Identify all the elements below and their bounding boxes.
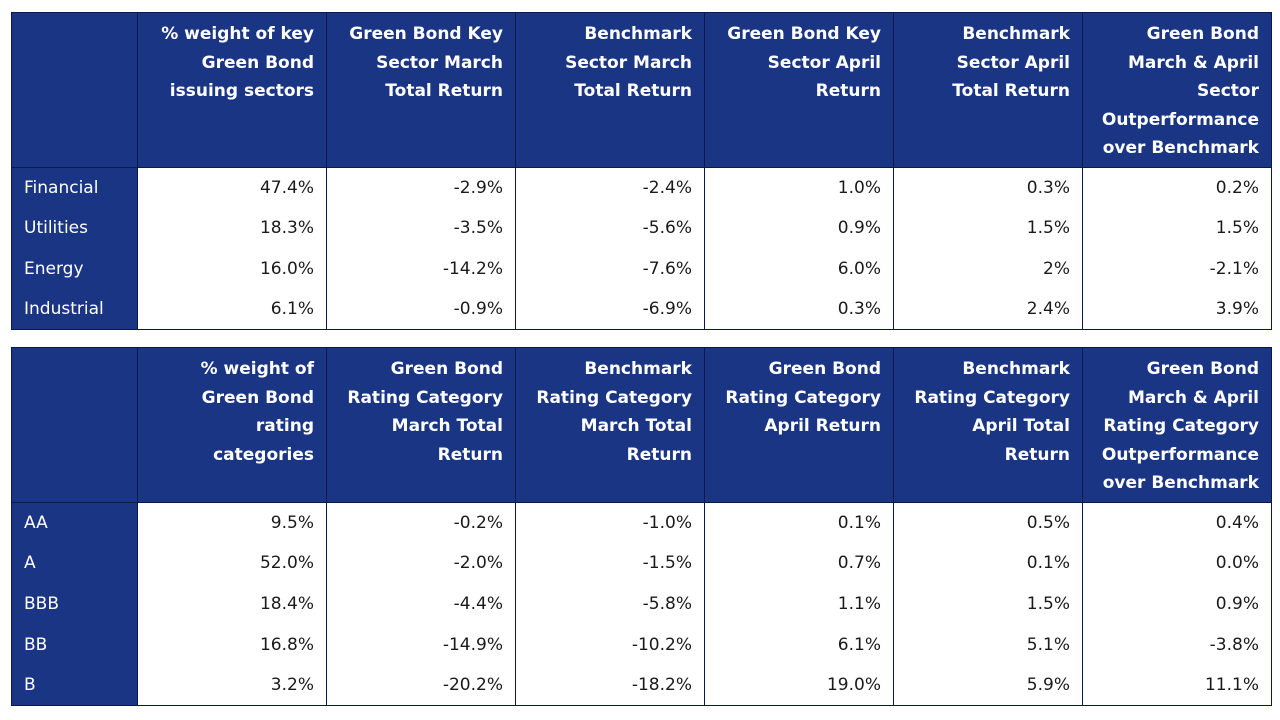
- sector-row-label: Industrial: [11, 289, 138, 330]
- table-cell: 47.4%: [137, 167, 327, 208]
- table-cell: -2.9%: [326, 167, 516, 208]
- table-cell: 1.5%: [893, 208, 1083, 249]
- sector-header-row: % weight of key Green Bond issuing secto…: [11, 12, 1272, 168]
- rating-row-label: A: [11, 543, 138, 584]
- table-cell: -6.9%: [515, 289, 705, 330]
- sector-row-label: Energy: [11, 248, 138, 289]
- table-cell: 6.1%: [704, 624, 894, 665]
- sector-column-header: Green Bond Key Sector March Total Return: [326, 12, 516, 168]
- table-cell: 2%: [893, 248, 1083, 289]
- table-cell: -10.2%: [515, 624, 705, 665]
- rating-row-label: BB: [11, 624, 138, 665]
- table-cell: 1.1%: [704, 583, 894, 625]
- rating-returns-table: % weight of Green Bond rating categories…: [11, 347, 1272, 706]
- rating-column-header: Benchmark Rating Category March Total Re…: [515, 347, 705, 503]
- table-cell: 0.5%: [893, 502, 1083, 544]
- table-cell: -0.9%: [326, 289, 516, 330]
- rating-column-header: Green Bond Rating Category March Total R…: [326, 347, 516, 503]
- table-cell: 1.5%: [1082, 208, 1272, 249]
- table-cell: 9.5%: [137, 502, 327, 544]
- table-cell: -2.4%: [515, 167, 705, 208]
- rating-row-label: BBB: [11, 583, 138, 625]
- table-cell: 0.4%: [1082, 502, 1272, 544]
- table-row: A 52.0% -2.0% -1.5% 0.7% 0.1% 0.0%: [11, 543, 1272, 584]
- table-cell: 0.3%: [893, 167, 1083, 208]
- rating-row-label: AA: [11, 502, 138, 544]
- table-cell: -5.8%: [515, 583, 705, 625]
- table-cell: -4.4%: [326, 583, 516, 625]
- sector-column-header: Green Bond Key Sector April Return: [704, 12, 894, 168]
- table-cell: -14.9%: [326, 624, 516, 665]
- table-cell: 3.2%: [137, 664, 327, 706]
- table-cell: 6.0%: [704, 248, 894, 289]
- table-cell: -5.6%: [515, 208, 705, 249]
- table-cell: 11.1%: [1082, 664, 1272, 706]
- table-cell: 1.5%: [893, 583, 1083, 625]
- table-cell: 16.8%: [137, 624, 327, 665]
- rating-header-row: % weight of Green Bond rating categories…: [11, 347, 1272, 503]
- table-row: B 3.2% -20.2% -18.2% 19.0% 5.9% 11.1%: [11, 664, 1272, 706]
- sector-column-header: Benchmark Sector April Total Return: [893, 12, 1083, 168]
- table-cell: 0.3%: [704, 289, 894, 330]
- sector-table-header: % weight of key Green Bond issuing secto…: [11, 12, 1272, 168]
- table-row: BB 16.8% -14.9% -10.2% 6.1% 5.1% -3.8%: [11, 624, 1272, 665]
- table-row: AA 9.5% -0.2% -1.0% 0.1% 0.5% 0.4%: [11, 502, 1272, 544]
- table-row: BBB 18.4% -4.4% -5.8% 1.1% 1.5% 0.9%: [11, 583, 1272, 625]
- sector-row-label: Financial: [11, 167, 138, 208]
- table-cell: 0.1%: [893, 543, 1083, 584]
- rating-column-header: % weight of Green Bond rating categories: [137, 347, 327, 503]
- table-cell: -3.8%: [1082, 624, 1272, 665]
- rating-column-header: Green Bond Rating Category April Return: [704, 347, 894, 503]
- table-cell: 5.9%: [893, 664, 1083, 706]
- rating-table-body: AA 9.5% -0.2% -1.0% 0.1% 0.5% 0.4% A 52.0% -2.0% -…: [11, 502, 1272, 706]
- table-row: Industrial 6.1% -0.9% -6.9% 0.3% 2.4% 3.9%: [11, 289, 1272, 330]
- table-cell: 0.7%: [704, 543, 894, 584]
- sector-returns-table: % weight of key Green Bond issuing secto…: [11, 12, 1272, 330]
- table-cell: -2.1%: [1082, 248, 1272, 289]
- table-cell: 2.4%: [893, 289, 1083, 330]
- sector-row-label: Utilities: [11, 208, 138, 249]
- table-cell: 0.2%: [1082, 167, 1272, 208]
- sector-column-header: Green Bond March & April Sector Outperfo…: [1082, 12, 1272, 168]
- table-cell: -2.0%: [326, 543, 516, 584]
- table-cell: 0.9%: [704, 208, 894, 249]
- table-cell: -3.5%: [326, 208, 516, 249]
- table-cell: 18.3%: [137, 208, 327, 249]
- table-cell: -18.2%: [515, 664, 705, 706]
- table-cell: 52.0%: [137, 543, 327, 584]
- table-cell: -20.2%: [326, 664, 516, 706]
- table-cell: -1.0%: [515, 502, 705, 544]
- table-cell: -7.6%: [515, 248, 705, 289]
- table-cell: 6.1%: [137, 289, 327, 330]
- sector-column-header: Benchmark Sector March Total Return: [515, 12, 705, 168]
- sector-column-header: % weight of key Green Bond issuing secto…: [137, 12, 327, 168]
- table-cell: 18.4%: [137, 583, 327, 625]
- table-cell: -0.2%: [326, 502, 516, 544]
- table-cell: -14.2%: [326, 248, 516, 289]
- table-cell: 0.1%: [704, 502, 894, 544]
- table-cell: 19.0%: [704, 664, 894, 706]
- sector-table-body: Financial 47.4% -2.9% -2.4% 1.0% 0.3% 0.2% Util…: [11, 167, 1272, 330]
- table-cell: 16.0%: [137, 248, 327, 289]
- rating-table-header: % weight of Green Bond rating categories…: [11, 347, 1272, 503]
- table-row: Utilities 18.3% -3.5% -5.6% 0.9% 1.5% 1.5%: [11, 208, 1272, 249]
- table-cell: -1.5%: [515, 543, 705, 584]
- table-row: Financial 47.4% -2.9% -2.4% 1.0% 0.3% 0.2%: [11, 167, 1272, 208]
- table-cell: 0.9%: [1082, 583, 1272, 625]
- table-cell: 5.1%: [893, 624, 1083, 665]
- table-cell: 1.0%: [704, 167, 894, 208]
- sector-column-header: [11, 12, 138, 168]
- rating-column-header: [11, 347, 138, 503]
- rating-row-label: B: [11, 664, 138, 706]
- rating-column-header: Benchmark Rating Category April Total Re…: [893, 347, 1083, 503]
- rating-column-header: Green Bond March & April Rating Category…: [1082, 347, 1272, 503]
- table-row: Energy 16.0% -14.2% -7.6% 6.0% 2% -2.1%: [11, 248, 1272, 289]
- table-cell: 0.0%: [1082, 543, 1272, 584]
- table-cell: 3.9%: [1082, 289, 1272, 330]
